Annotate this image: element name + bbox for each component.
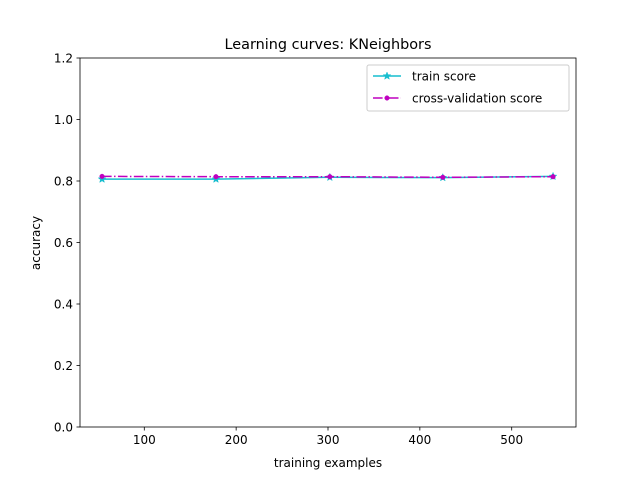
legend-label-2: cross-validation score [412, 91, 542, 105]
data-point-series-2 [327, 174, 333, 180]
chart-title: Learning curves: KNeighbors [225, 37, 432, 53]
y-tick-label: 0.8 [54, 174, 73, 188]
x-tick-label: 500 [500, 433, 523, 447]
x-axis-label: training examples [274, 456, 382, 470]
plot-area: 100 200 300 400 500 0.0 0.2 0.4 0.6 0.8 1.0 1.2 trai… [54, 51, 577, 447]
y-tick-label: 0.0 [54, 420, 73, 434]
legend-box [366, 64, 570, 112]
legend-marker-1 [382, 71, 392, 80]
x-tick-label: 300 [317, 433, 340, 447]
x-tick-label: 400 [408, 433, 431, 447]
x-tick-label: 100 [133, 433, 156, 447]
y-tick-label: 1.2 [54, 51, 73, 65]
y-tick-label: 1.0 [54, 113, 73, 127]
data-point-series-2 [550, 174, 556, 180]
legend-label-1: train score [412, 69, 476, 83]
y-tick-label: 0.2 [54, 359, 73, 373]
data-point-series-2 [213, 174, 219, 180]
y-tick-label: 0.6 [54, 236, 73, 250]
data-point-series-2 [99, 173, 105, 179]
x-tick-label: 200 [225, 433, 248, 447]
legend-marker-2 [384, 95, 390, 101]
data-point-series-2 [440, 174, 446, 180]
y-tick-label: 0.4 [54, 297, 73, 311]
y-axis-label: accuracy [29, 216, 43, 270]
